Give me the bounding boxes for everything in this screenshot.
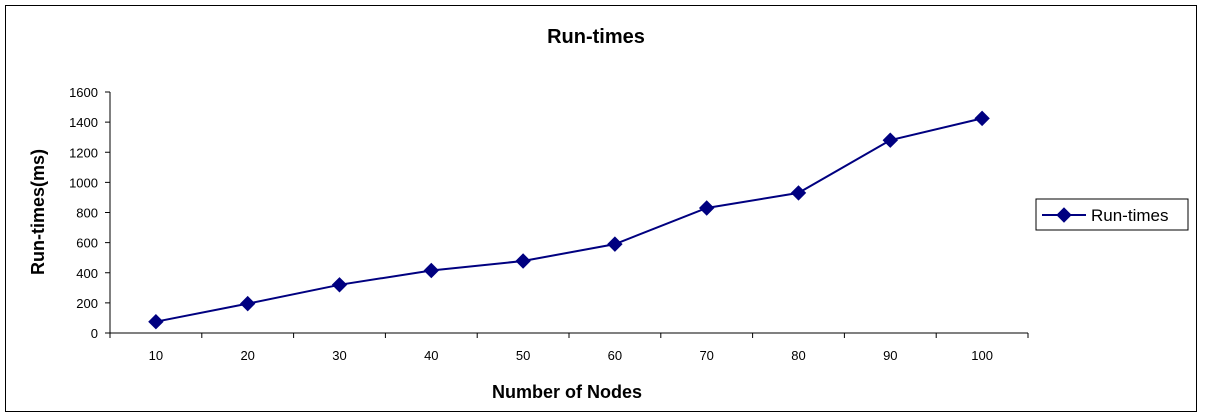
series-layer bbox=[148, 110, 990, 330]
x-tick-label: 30 bbox=[332, 348, 346, 363]
data-point-marker bbox=[423, 262, 440, 279]
data-point-marker bbox=[882, 132, 899, 148]
x-tick-label: 90 bbox=[883, 348, 897, 363]
y-tick-label: 1000 bbox=[69, 175, 98, 190]
y-tick-label: 200 bbox=[76, 296, 98, 311]
y-tick-label: 800 bbox=[76, 206, 98, 221]
data-point-marker bbox=[790, 185, 807, 201]
y-axis-ticks: 0 200 400 600 800 1000 1200 1400 1600 bbox=[69, 85, 110, 341]
y-axis-title: Run-times(ms) bbox=[28, 149, 48, 275]
data-point-marker bbox=[607, 236, 623, 252]
x-tick-label: 10 bbox=[149, 348, 163, 363]
y-tick-label: 1600 bbox=[69, 85, 98, 100]
legend-marker-icon bbox=[1056, 207, 1072, 223]
x-tick-label: 60 bbox=[608, 348, 622, 363]
x-tick-label: 50 bbox=[516, 348, 530, 363]
data-point-marker bbox=[515, 253, 531, 269]
y-tick-label: 1200 bbox=[69, 145, 98, 160]
data-point-marker bbox=[974, 110, 990, 127]
y-tick-label: 600 bbox=[76, 236, 98, 251]
data-point-marker bbox=[148, 313, 164, 330]
y-tick-label: 400 bbox=[76, 266, 98, 281]
x-tick-label: 100 bbox=[971, 348, 993, 363]
x-tick-label: 20 bbox=[240, 348, 254, 363]
data-point-marker bbox=[698, 200, 715, 216]
x-tick-label: 70 bbox=[699, 348, 713, 363]
legend-label: Run-times bbox=[1091, 206, 1168, 225]
chart-title: Run-times bbox=[547, 26, 645, 48]
x-tick-label: 80 bbox=[791, 348, 805, 363]
x-axis-title: Number of Nodes bbox=[492, 382, 642, 402]
chart-frame bbox=[5, 5, 1197, 412]
legend: Run-times bbox=[1035, 198, 1189, 231]
y-tick-label: 1400 bbox=[69, 115, 98, 130]
series-line bbox=[155, 117, 983, 323]
data-point-marker bbox=[239, 295, 256, 312]
data-point-marker bbox=[331, 277, 348, 293]
y-tick-label: 0 bbox=[91, 326, 98, 341]
x-axis-ticks: 10 20 30 40 50 60 70 80 90 100 bbox=[109, 333, 1029, 363]
x-tick-label: 40 bbox=[424, 348, 438, 363]
